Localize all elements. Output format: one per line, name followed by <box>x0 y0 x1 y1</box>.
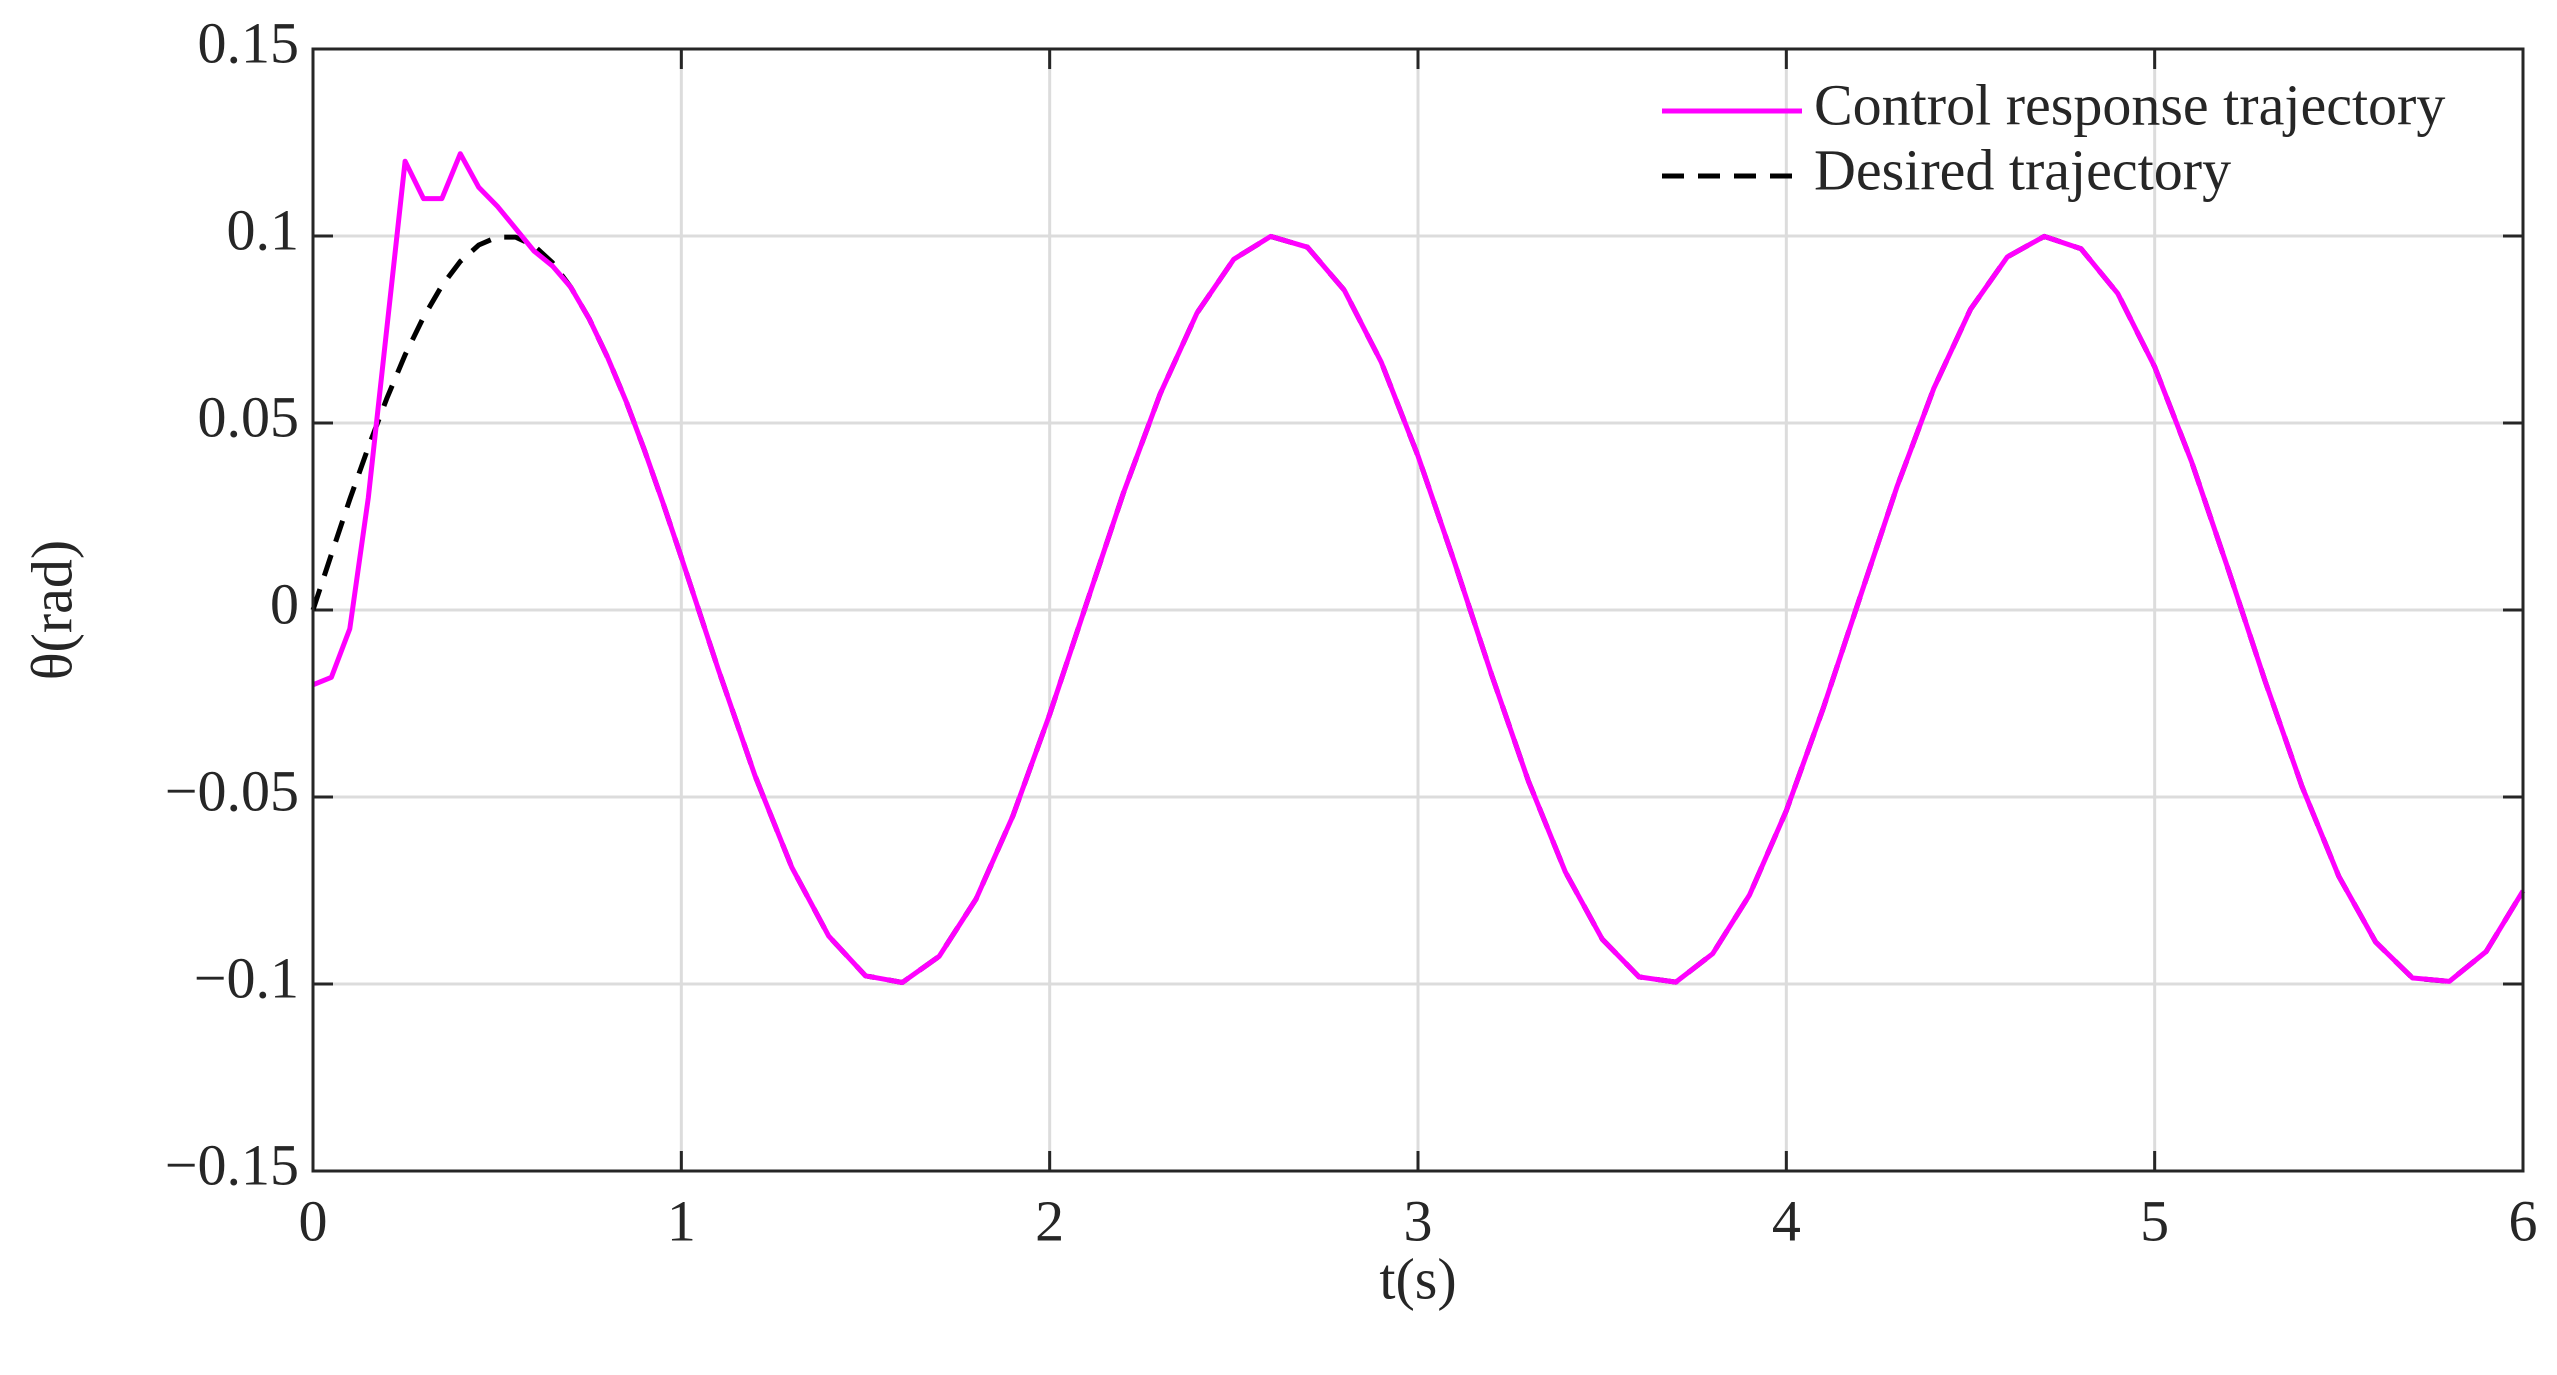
x-tick-label: 5 <box>2140 1188 2169 1253</box>
y-tick-label: −0.15 <box>165 1132 299 1197</box>
y-tick-label: −0.1 <box>194 945 299 1010</box>
x-tick-label: 2 <box>1035 1188 1064 1253</box>
x-axis-label: t(s) <box>1379 1246 1456 1311</box>
x-tick-label: 6 <box>2509 1188 2538 1253</box>
y-axis-label: θ(rad) <box>19 540 84 680</box>
y-tick-label: −0.05 <box>165 758 299 823</box>
y-tick-label: 0 <box>270 571 299 636</box>
series-line <box>312 151 2526 985</box>
y-tick-label: 0.05 <box>198 384 300 449</box>
legend-label: Control response trajectory <box>1814 72 2445 137</box>
x-tick-label: 4 <box>1772 1188 1801 1253</box>
x-tick-label: 3 <box>1404 1188 1433 1253</box>
plot-frame <box>311 47 2525 1173</box>
legend-label: Desired trajectory <box>1814 137 2231 202</box>
x-tick-label: 1 <box>667 1188 696 1253</box>
y-tick-label: 0.15 <box>198 10 300 75</box>
y-tick-label: 0.1 <box>227 197 300 262</box>
x-tick-label: 0 <box>299 1188 328 1253</box>
